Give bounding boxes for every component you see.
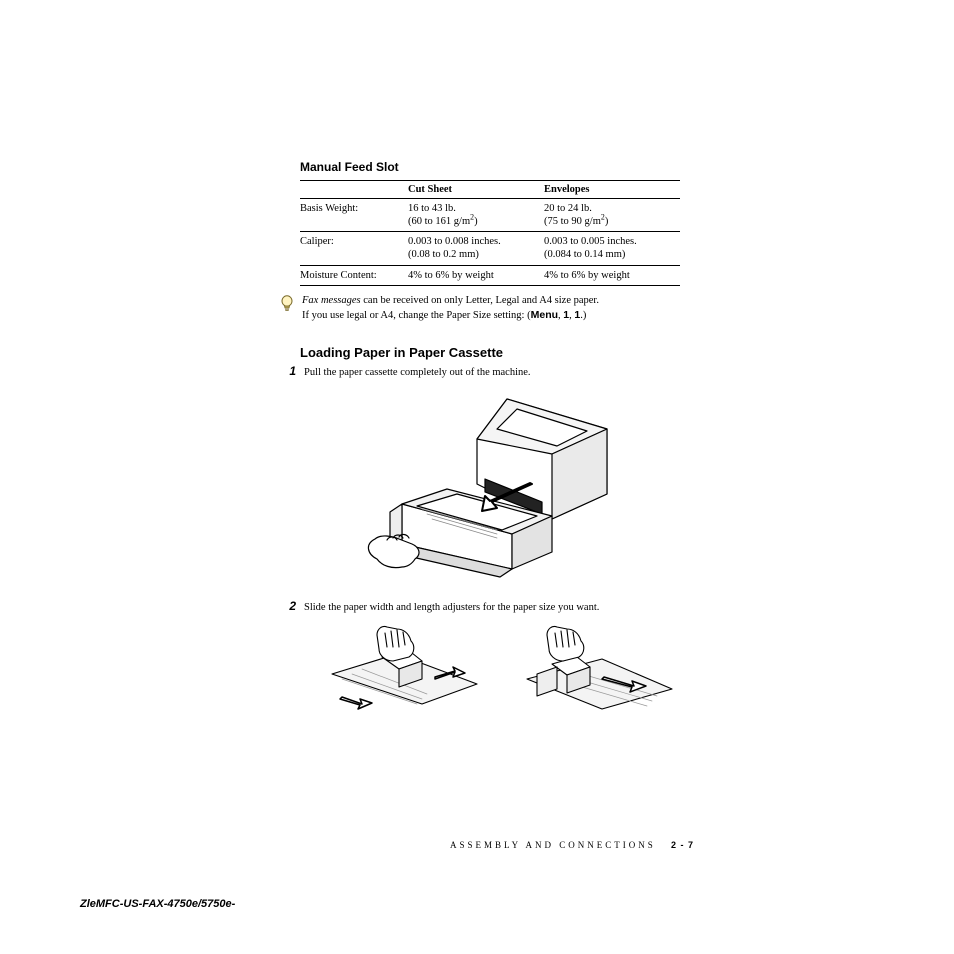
table-row: Moisture Content: 4% to 6% by weight 4% … <box>300 265 680 285</box>
row-cut: 16 to 43 lb.(60 to 161 g/m2) <box>408 199 544 232</box>
footer-chapter: ASSEMBLY AND CONNECTIONS 2 - 7 <box>450 840 694 850</box>
row-env: 0.003 to 0.005 inches.(0.084 to 0.14 mm) <box>544 232 680 265</box>
row-cut: 0.003 to 0.008 inches.(0.08 to 0.2 mm) <box>408 232 544 265</box>
row-label: Moisture Content: <box>300 265 408 285</box>
col-blank <box>300 181 408 199</box>
section-title: Manual Feed Slot <box>300 160 704 174</box>
note: Fax messages can be received on only Let… <box>280 294 704 323</box>
row-env: 4% to 6% by weight <box>544 265 680 285</box>
note-text: Fax messages can be received on only Let… <box>302 294 704 323</box>
row-env: 20 to 24 lb.(75 to 90 g/m2) <box>544 199 680 232</box>
row-cut: 4% to 6% by weight <box>408 265 544 285</box>
col-envelopes: Envelopes <box>544 181 680 199</box>
footer-chapter-text: ASSEMBLY AND CONNECTIONS <box>450 840 656 850</box>
loading-heading: Loading Paper in Paper Cassette <box>300 345 704 360</box>
table-header-row: Cut Sheet Envelopes <box>300 181 680 199</box>
note-menu: Menu <box>531 309 558 321</box>
table-row: Basis Weight: 16 to 43 lb.(60 to 161 g/m… <box>300 199 680 232</box>
lightbulb-icon <box>280 295 294 318</box>
specs-table: Cut Sheet Envelopes Basis Weight: 16 to … <box>300 180 680 286</box>
step-1: 1 Pull the paper cassette completely out… <box>286 364 704 378</box>
table-row: Caliper: 0.003 to 0.008 inches.(0.08 to … <box>300 232 680 265</box>
col-cut-sheet: Cut Sheet <box>408 181 544 199</box>
note-line2-pre: If you use legal or A4, change the Paper… <box>302 310 531 321</box>
row-label: Basis Weight: <box>300 199 408 232</box>
illustration-cassette-removal <box>300 384 704 589</box>
note-line2-post: .) <box>580 310 586 321</box>
note-rest1: can be received on only Letter, Legal an… <box>361 295 599 306</box>
step-1-text: Pull the paper cassette completely out o… <box>304 367 531 378</box>
footer-docid: ZleMFC-US-FAX-4750e/5750e- <box>80 898 235 910</box>
step-2-number: 2 <box>286 599 296 613</box>
note-italic: Fax messages <box>302 295 361 306</box>
step-2: 2 Slide the paper width and length adjus… <box>286 599 704 613</box>
step-2-text: Slide the paper width and length adjuste… <box>304 602 599 613</box>
footer-page-number: 2 - 7 <box>671 840 694 850</box>
row-label: Caliper: <box>300 232 408 265</box>
illustration-length-adjuster <box>522 619 677 724</box>
illustration-width-adjuster <box>327 619 482 724</box>
step-1-number: 1 <box>286 364 296 378</box>
